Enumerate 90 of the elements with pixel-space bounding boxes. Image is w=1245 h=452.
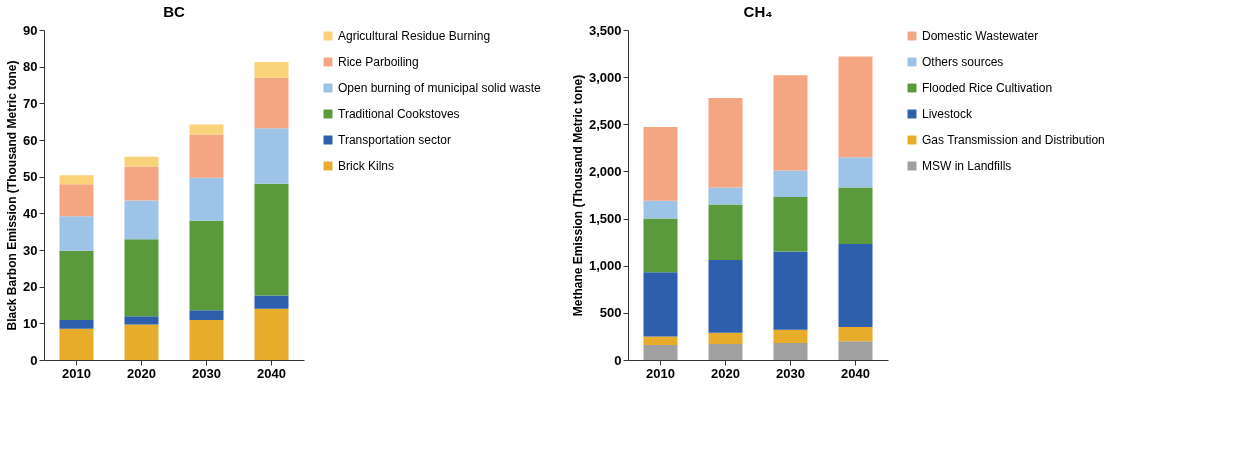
legend-label: Livestock	[922, 107, 974, 121]
bar	[59, 184, 94, 217]
bar	[708, 204, 743, 261]
y-tick-label: 1,500	[588, 211, 622, 227]
bar	[708, 260, 743, 333]
x-tick-label: 2020	[711, 365, 740, 381]
y-tick-label: 3,500	[588, 22, 622, 38]
legend-label: Gas Transmission and Distribution	[922, 133, 1105, 147]
bar	[838, 341, 873, 360]
x-tick-label: 2010	[62, 365, 91, 381]
y-tick-label: 0	[30, 352, 38, 368]
legend-label: Agricultural Residue Burning	[338, 29, 491, 43]
bar	[773, 196, 808, 252]
bar	[189, 320, 224, 360]
legend-label: Traditional Cookstoves	[338, 107, 460, 121]
bar	[124, 239, 159, 317]
y-tick-label: 80	[23, 59, 38, 75]
bar	[189, 134, 224, 178]
bar	[643, 336, 678, 345]
y-tick-label: 30	[23, 242, 38, 258]
y-tick-label: 10	[23, 315, 38, 331]
bar	[189, 124, 224, 135]
y-tick-label: 500	[599, 305, 622, 321]
y-tick-label: 2,500	[588, 116, 622, 132]
bar	[254, 295, 289, 309]
bar	[124, 324, 159, 360]
bar	[708, 97, 743, 188]
x-tick-label: 2030	[192, 365, 221, 381]
bar	[643, 127, 678, 201]
bar	[708, 332, 743, 344]
bar	[254, 128, 289, 184]
bar	[59, 175, 94, 185]
x-tick-label: 2030	[776, 365, 805, 381]
bar	[59, 250, 94, 321]
bar	[708, 187, 743, 205]
x-tick-label: 2040	[257, 365, 286, 381]
y-axis-title: Black Barbon Emission (Thousand Metric tone)	[5, 60, 20, 331]
bar	[124, 200, 159, 240]
bar	[189, 310, 224, 321]
bar	[838, 187, 873, 245]
y-tick-label: 2,000	[588, 163, 622, 179]
x-tick-label: 2040	[841, 365, 870, 381]
bar	[59, 216, 94, 251]
y-tick-label: 20	[23, 279, 38, 295]
legend-label: Domestic Wastewater	[922, 29, 1039, 43]
y-tick-label: 60	[23, 132, 38, 148]
legend-label: Flooded Rice Cultivation	[922, 81, 1053, 95]
bar	[773, 75, 808, 171]
bar	[708, 343, 743, 360]
bar	[643, 218, 678, 273]
y-tick-label: 90	[23, 22, 38, 38]
bar	[838, 157, 873, 188]
bar	[189, 220, 224, 311]
legend-label: MSW in Landfills	[922, 159, 1012, 173]
chart-title: BC	[163, 3, 185, 20]
bar	[59, 328, 94, 360]
y-tick-label: 70	[23, 95, 38, 111]
chart-title: CH₄	[743, 3, 773, 20]
legend-label: Rice Parboiling	[338, 55, 419, 69]
y-tick-label: 1,000	[588, 258, 622, 274]
y-axis-title: Methane Emission (Thousand Metric tone)	[570, 74, 585, 317]
bar	[254, 61, 289, 78]
bar	[773, 329, 808, 344]
bar	[643, 200, 678, 219]
bar	[838, 56, 873, 158]
bar	[124, 156, 159, 167]
bar	[838, 244, 873, 327]
bar	[124, 316, 159, 325]
bar	[189, 177, 224, 221]
x-tick-label: 2020	[127, 365, 156, 381]
y-tick-label: 50	[23, 169, 38, 185]
y-tick-label: 0	[614, 352, 622, 368]
bar	[773, 170, 808, 197]
legend-label: Brick Kilns	[338, 159, 395, 173]
bar	[254, 183, 289, 296]
bar	[254, 308, 289, 360]
x-tick-label: 2010	[646, 365, 675, 381]
legend-label: Others sources	[922, 55, 1004, 69]
bar	[643, 272, 678, 337]
legend-label: Transportation sector	[338, 133, 451, 147]
bar	[643, 344, 678, 360]
bar	[773, 343, 808, 360]
bar	[59, 320, 94, 329]
legend-label: Open burning of municipal solid waste	[338, 81, 542, 95]
bar	[124, 166, 159, 201]
y-tick-label: 40	[23, 205, 38, 221]
bar	[773, 251, 808, 330]
y-tick-label: 3,000	[588, 69, 622, 85]
bar	[838, 327, 873, 342]
bar	[254, 77, 289, 129]
